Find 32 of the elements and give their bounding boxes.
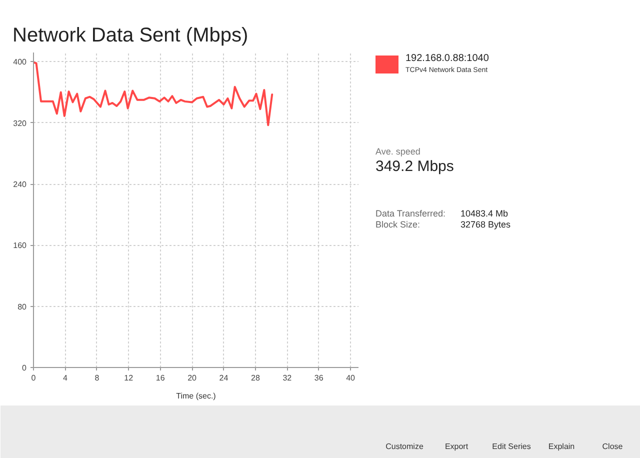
text: Explain bbox=[548, 442, 575, 451]
y-tick-label: 320 bbox=[13, 118, 28, 128]
y-tick-label: 400 bbox=[13, 58, 28, 67]
line-series bbox=[34, 61, 274, 126]
x-tick-label: 0 bbox=[31, 374, 36, 382]
y-tick-label: 160 bbox=[13, 241, 28, 250]
y-tick-label: 0 bbox=[22, 364, 28, 372]
x-tick-label: 16 bbox=[156, 374, 166, 382]
y-tick-label: 80 bbox=[18, 302, 28, 312]
text: 349.2 Mbps bbox=[376, 158, 454, 175]
text: Export bbox=[444, 442, 469, 451]
text: Ave. speed bbox=[376, 146, 420, 156]
x-tick-label: 8 bbox=[94, 374, 100, 382]
x-tick-label: 36 bbox=[314, 374, 324, 382]
x-tick-label: 4 bbox=[62, 374, 68, 382]
x-tick-label: 32 bbox=[282, 374, 292, 382]
x-axis-title: Time (sec.) bbox=[176, 392, 216, 400]
text: Data Transferred: bbox=[376, 208, 446, 218]
y-tick-label: 240 bbox=[13, 180, 28, 190]
text: Block Size: bbox=[376, 220, 420, 230]
legend-label: 192.168.0.88:1040 bbox=[406, 53, 490, 64]
x-tick-label: 24 bbox=[219, 374, 229, 382]
x-tick-label: 20 bbox=[188, 374, 198, 382]
text: Edit Series bbox=[492, 442, 531, 451]
text: Close bbox=[602, 442, 624, 451]
text: 32768 Bytes bbox=[460, 220, 512, 230]
text: 10483.4 Mb bbox=[460, 208, 508, 218]
x-tick-label: 40 bbox=[346, 374, 356, 382]
x-tick-label: 12 bbox=[124, 374, 134, 382]
chart-title: Network Data Sent (Mbps) bbox=[12, 24, 248, 46]
text: Customize bbox=[386, 442, 424, 451]
x-tick-label: 28 bbox=[251, 374, 260, 382]
